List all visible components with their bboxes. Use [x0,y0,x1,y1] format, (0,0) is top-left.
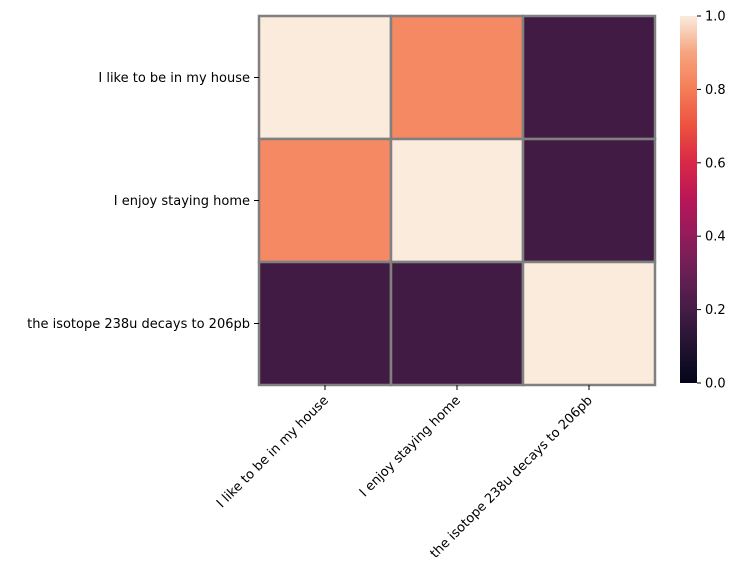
y-tick-labels: I like to be in my house I enjoy staying … [27,71,259,332]
x-tick-label: I like to be in my house [214,393,332,511]
heatmap-cell-r1-c0 [257,137,393,264]
heatmap-cell-r2-c2 [521,260,657,387]
colorbar-tick-label: 0.4 [705,230,726,245]
y-tick-label: I like to be in my house [98,71,250,86]
colorbar-tick-label: 0.2 [705,303,726,318]
colorbar-tick-label: 0.0 [705,377,726,392]
y-tick-label: the isotope 238u decays to 206pb [27,317,250,332]
x-tick-label: the isotope 238u decays to 206pb [428,393,596,561]
colorbar [680,16,697,383]
heatmap-cell-r1-c1 [389,137,525,264]
x-tick-labels: I like to be in my house I enjoy staying … [214,385,596,561]
heatmap-cell-r0-c1 [389,14,525,141]
x-tick-label: I enjoy staying home [357,393,464,500]
colorbar-tick-label: 0.6 [705,156,726,171]
heatmap-cell-r0-c0 [257,14,393,141]
heatmap-cell-r2-c1 [389,260,525,387]
colorbar-ticks: 0.0 0.2 0.4 0.6 0.8 1.0 [697,10,726,392]
colorbar-tick-label: 0.8 [705,83,726,98]
heatmap-cells [257,14,657,387]
heatmap-cell-r1-c2 [521,137,657,264]
heatmap-cell-r2-c0 [257,260,393,387]
y-tick-label: I enjoy staying home [114,194,250,209]
colorbar-tick-label: 1.0 [705,10,726,25]
heatmap-cell-r0-c2 [521,14,657,141]
